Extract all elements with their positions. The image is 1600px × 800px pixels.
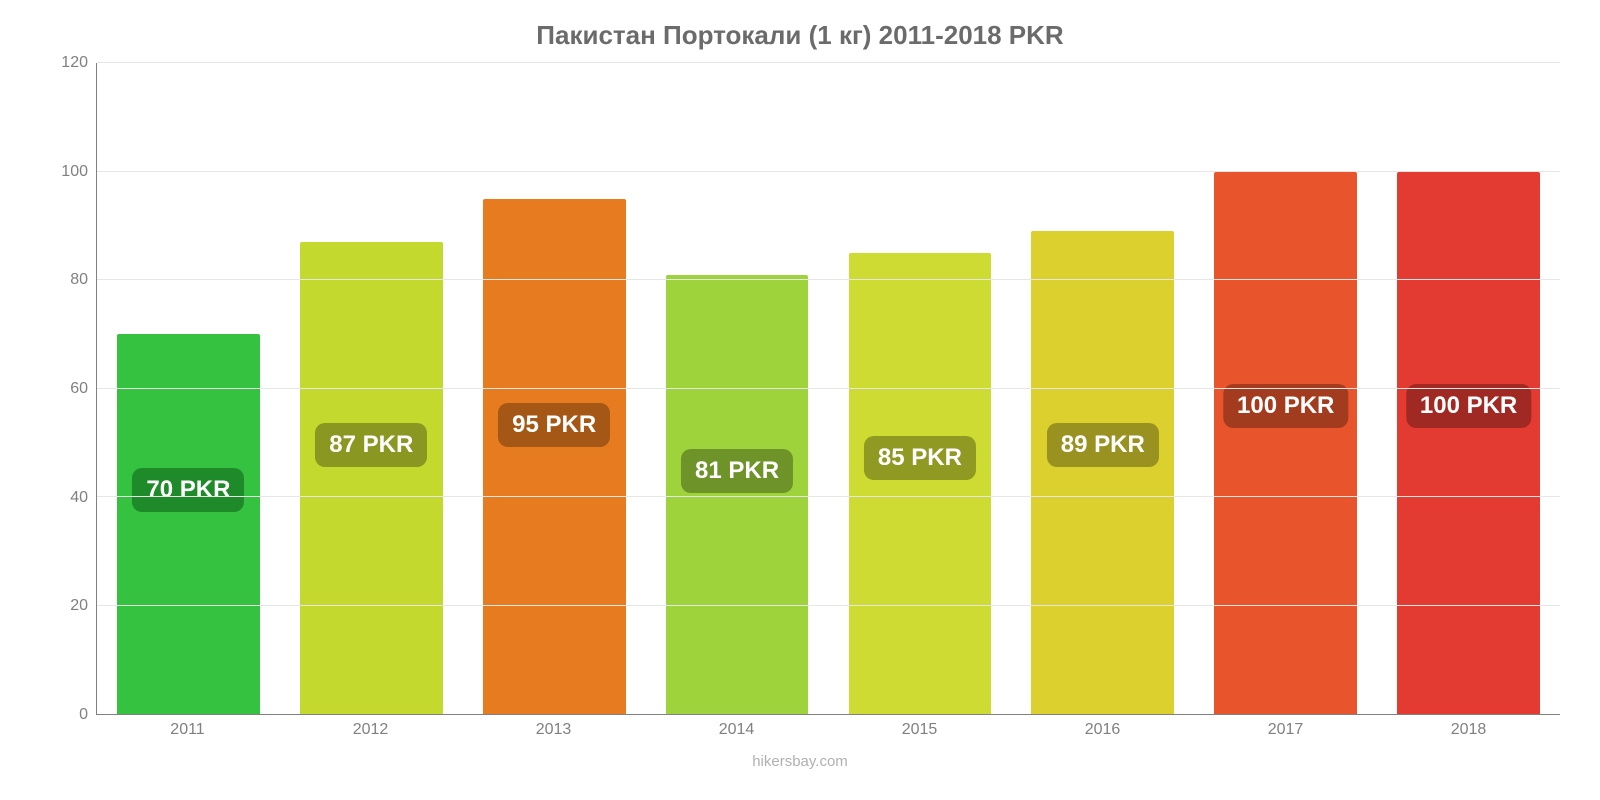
bar-value-label: 70 PKR (132, 468, 244, 512)
bar-value-label: 100 PKR (1406, 384, 1531, 428)
bar-value-label: 100 PKR (1223, 384, 1348, 428)
bar-value-label: 81 PKR (681, 449, 793, 493)
bar (300, 242, 443, 714)
chart-area: 020406080100120 70 PKR87 PKR95 PKR81 PKR… (40, 63, 1560, 715)
bar-slot: 85 PKR (829, 63, 1012, 714)
gridline (97, 605, 1560, 606)
x-tick: 2015 (828, 721, 1011, 739)
bar (1031, 231, 1174, 714)
gridline (97, 171, 1560, 172)
x-tick: 2011 (96, 721, 279, 739)
bar-slot: 81 PKR (646, 63, 829, 714)
bar (849, 253, 992, 714)
x-tick: 2012 (279, 721, 462, 739)
bar-value-label: 95 PKR (498, 403, 610, 447)
x-tick: 2013 (462, 721, 645, 739)
bar-value-label: 89 PKR (1047, 423, 1159, 467)
y-tick: 80 (70, 271, 88, 289)
chart-title: Пакистан Портокали (1 кг) 2011-2018 PKR (40, 20, 1560, 51)
x-tick: 2018 (1377, 721, 1560, 739)
y-tick: 100 (61, 163, 88, 181)
bar-slot: 95 PKR (463, 63, 646, 714)
bar (117, 334, 260, 714)
gridline (97, 62, 1560, 63)
x-tick: 2014 (645, 721, 828, 739)
chart-container: Пакистан Портокали (1 кг) 2011-2018 PKR … (0, 0, 1600, 800)
bar (1214, 172, 1357, 715)
x-tick: 2017 (1194, 721, 1377, 739)
y-tick: 120 (61, 54, 88, 72)
y-tick: 0 (79, 706, 88, 724)
y-tick: 40 (70, 489, 88, 507)
gridline (97, 279, 1560, 280)
bar (483, 199, 626, 714)
bar-slot: 87 PKR (280, 63, 463, 714)
y-tick: 20 (70, 597, 88, 615)
y-axis: 020406080100120 (40, 63, 96, 715)
bars-group: 70 PKR 87 PKR 95 PKR 81 PKR 85 PKR 89 PKR 100 … (97, 63, 1560, 714)
x-tick: 2016 (1011, 721, 1194, 739)
bar-value-label: 87 PKR (315, 423, 427, 467)
bar-slot: 70 PKR (97, 63, 280, 714)
bar (1397, 172, 1540, 715)
bar-slot: 100 PKR (1377, 63, 1560, 714)
bar-value-label: 85 PKR (864, 436, 976, 480)
y-tick: 60 (70, 380, 88, 398)
bar (666, 275, 809, 714)
gridline (97, 388, 1560, 389)
bar-slot: 100 PKR (1194, 63, 1377, 714)
gridline (97, 496, 1560, 497)
plot-area: 70 PKR 87 PKR 95 PKR 81 PKR 85 PKR 89 PKR 100 … (96, 63, 1560, 715)
x-axis: 20112012201320142015201620172018 (96, 721, 1560, 739)
bar-slot: 89 PKR (1011, 63, 1194, 714)
source-label: hikersbay.com (40, 753, 1560, 770)
